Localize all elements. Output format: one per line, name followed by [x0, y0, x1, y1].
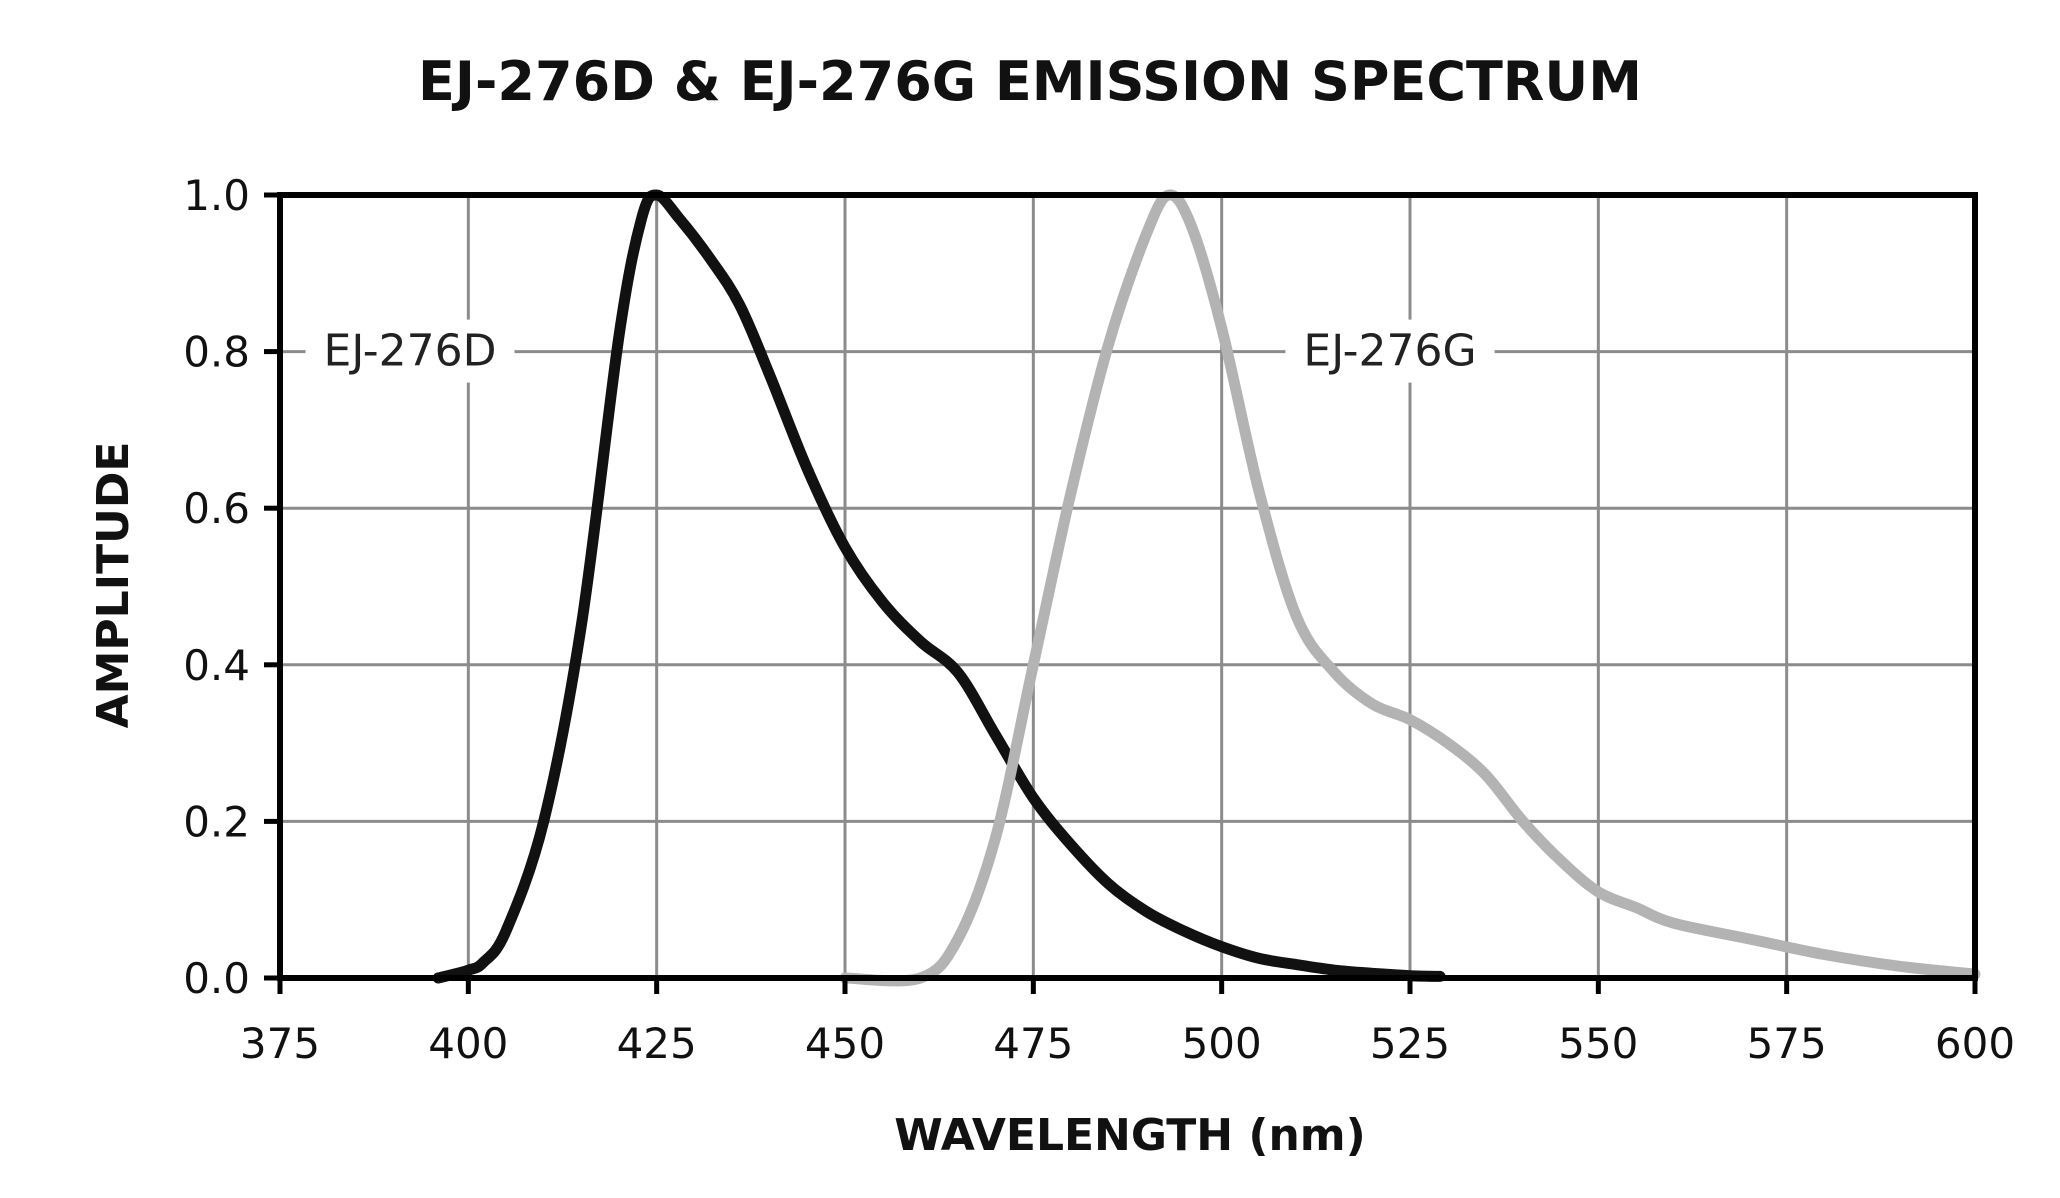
chart-series-labels: EJ-276D EJ-276G	[305, 319, 1495, 383]
y-tick-label: 0.8	[183, 328, 250, 377]
y-tick-label: 0.4	[183, 641, 250, 690]
y-tick-label: 0.6	[183, 484, 250, 533]
x-axis-title: WAVELENGTH (nm)	[894, 1110, 1366, 1161]
x-tick-label: 475	[993, 1019, 1073, 1068]
series-line-ej-276g	[839, 189, 1981, 987]
series-line-ej-276d	[432, 189, 1446, 984]
chart-title: EJ-276D & EJ-276G EMISSION SPECTRUM	[418, 50, 1642, 113]
x-tick-label: 450	[805, 1019, 885, 1068]
x-tick-label: 525	[1370, 1019, 1450, 1068]
series-label-ej-276g: EJ-276G	[1303, 326, 1476, 377]
x-tick-label: 600	[1935, 1019, 2015, 1068]
y-axis-title: AMPLITUDE	[88, 442, 139, 729]
x-tick-label: 500	[1182, 1019, 1262, 1068]
series-label-ej-276d: EJ-276D	[324, 326, 497, 377]
series-label-background	[1285, 319, 1495, 383]
series-label-background	[305, 319, 515, 383]
plot-frame	[277, 192, 1978, 981]
x-tick-label: 400	[428, 1019, 508, 1068]
chart-axes: 375 400 425 450 475 500 525 550 575 600 0.0 0.2 0.4 0…	[183, 171, 2015, 1068]
y-tick-label: 1.0	[183, 171, 250, 220]
x-tick-label: 425	[617, 1019, 697, 1068]
chart-series	[432, 189, 1981, 987]
x-tick-label: 550	[1558, 1019, 1638, 1068]
y-tick-label: 0.2	[183, 797, 250, 846]
x-tick-label: 575	[1747, 1019, 1827, 1068]
y-tick-label: 0.0	[183, 954, 250, 1003]
x-tick-label: 375	[240, 1019, 320, 1068]
